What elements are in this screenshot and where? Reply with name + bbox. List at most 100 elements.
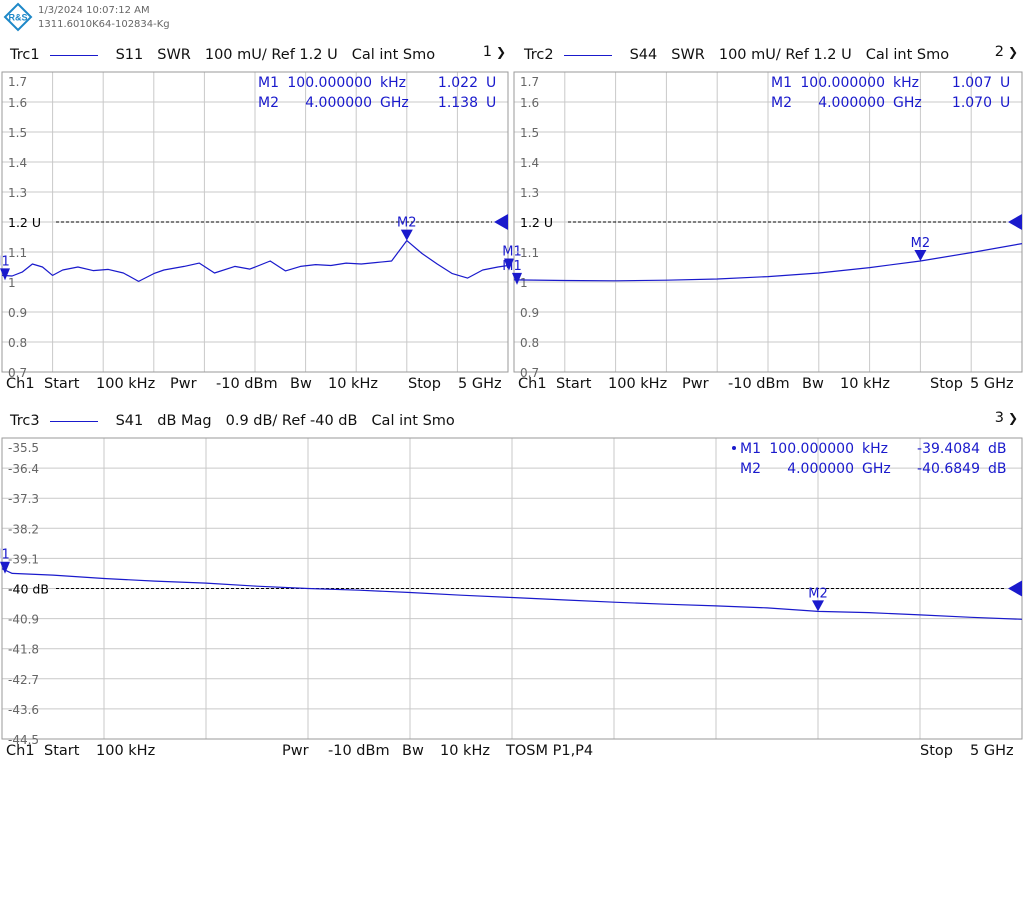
trace-parameter[interactable]: S11 bbox=[115, 47, 144, 63]
marker-readout-name[interactable]: M1 bbox=[740, 441, 761, 457]
marker-m2-label[interactable]: M2 bbox=[911, 236, 931, 251]
marker-readout-unit: U bbox=[486, 75, 496, 91]
marker-readout-frequency[interactable]: 100.000000 bbox=[769, 441, 854, 457]
window-selector[interactable]: 1 ❯ bbox=[483, 44, 506, 60]
marker-m2-label[interactable]: M2 bbox=[397, 216, 417, 231]
marker-readout-name[interactable]: M2 bbox=[740, 461, 761, 477]
marker-readout-frequency[interactable]: 4.000000 bbox=[818, 95, 885, 111]
marker-readout-value[interactable]: 1.022 bbox=[438, 75, 478, 91]
power-value[interactable]: -10 dBm bbox=[328, 743, 390, 759]
start-value[interactable]: 100 kHz bbox=[96, 743, 156, 759]
trace-line-sample bbox=[49, 54, 98, 56]
window-selector[interactable]: 2 ❯ bbox=[995, 44, 1018, 60]
reference-level-arrow-icon[interactable] bbox=[1008, 214, 1022, 230]
marker-m1-icon[interactable] bbox=[512, 272, 522, 285]
marker-readout-value[interactable]: 1.007 bbox=[952, 75, 992, 91]
trace-parameter[interactable]: S44 bbox=[629, 47, 658, 63]
trace-info-bar-2[interactable]: Trc2 S44 SWR 100 mU/ Ref 1.2 U Cal int S… bbox=[524, 44, 1018, 66]
stop-value[interactable]: 5 GHz bbox=[970, 743, 1014, 759]
marker-readout-frequency[interactable]: 4.000000 bbox=[305, 95, 372, 111]
window-selector[interactable]: 3 ❯ bbox=[995, 410, 1018, 426]
marker-m1-edge-icon[interactable] bbox=[504, 258, 514, 271]
trace-name[interactable]: Trc2 bbox=[524, 47, 554, 63]
trace-format[interactable]: SWR bbox=[671, 47, 705, 63]
marker-m2-label[interactable]: M2 bbox=[808, 586, 828, 601]
marker-m1-label[interactable]: M1 bbox=[0, 548, 10, 563]
marker-m1-label[interactable]: M1 bbox=[502, 259, 522, 274]
power-value[interactable]: -10 dBm bbox=[216, 376, 278, 392]
marker-readout-name[interactable]: M1 bbox=[258, 75, 279, 91]
marker-readout-unit: U bbox=[1000, 75, 1010, 91]
trace-scale[interactable]: 100 mU/ Ref 1.2 U bbox=[204, 47, 338, 63]
channel-info-bar-2[interactable]: Ch1 Start 100 kHz Pwr -10 dBm Bw 10 kHz … bbox=[518, 376, 1018, 398]
y-tick-label: 1.7 bbox=[8, 75, 27, 89]
marker-readout-value[interactable]: -39.4084 bbox=[917, 441, 980, 457]
trace-parameter[interactable]: S41 bbox=[115, 413, 144, 429]
trace-line-trc3[interactable] bbox=[1, 568, 1023, 620]
marker-readout-value[interactable]: 1.138 bbox=[438, 95, 478, 111]
bandwidth-value[interactable]: 10 kHz bbox=[440, 743, 490, 759]
trace-name[interactable]: Trc1 bbox=[10, 47, 40, 63]
marker-m2-icon[interactable] bbox=[400, 229, 413, 241]
stop-value[interactable]: 5 GHz bbox=[458, 376, 502, 392]
start-value[interactable]: 100 kHz bbox=[608, 376, 668, 392]
channel-info-bar-3[interactable]: Ch1 Start 100 kHz Pwr -10 dBm Bw 10 kHz … bbox=[6, 743, 1018, 765]
channel-info-bar-1[interactable]: Ch1 Start 100 kHz Pwr -10 dBm Bw 10 kHz … bbox=[6, 376, 506, 398]
marker-readout-name[interactable]: M2 bbox=[771, 95, 792, 111]
trace-line-trc2[interactable] bbox=[513, 243, 1023, 282]
marker-m1-label[interactable]: M1 bbox=[0, 254, 10, 269]
trace-cal-status[interactable]: Cal int Smo bbox=[865, 47, 950, 63]
start-label: Start bbox=[44, 376, 80, 392]
chevron-down-icon[interactable]: ❯ bbox=[495, 45, 506, 59]
bandwidth-value[interactable]: 10 kHz bbox=[328, 376, 378, 392]
power-value[interactable]: -10 dBm bbox=[728, 376, 790, 392]
bandwidth-label: Bw bbox=[802, 376, 824, 392]
stop-value[interactable]: 5 GHz bbox=[970, 376, 1014, 392]
diagram-area-1[interactable]: 1.71.61.51.41.31.2 U1.110.90.80.7M1M2M1M… bbox=[0, 71, 522, 380]
calibration-kit[interactable]: TOSM P1,P4 bbox=[506, 743, 594, 759]
marker-m1-icon[interactable] bbox=[0, 561, 10, 574]
channel-label[interactable]: Ch1 bbox=[6, 743, 35, 759]
marker-readout-frequency[interactable]: 100.000000 bbox=[287, 75, 372, 91]
marker-readout-frequency[interactable]: 100.000000 bbox=[800, 75, 885, 91]
chevron-down-icon[interactable]: ❯ bbox=[1007, 411, 1018, 425]
marker-readout-value[interactable]: 1.070 bbox=[952, 95, 992, 111]
reference-level-arrow-icon[interactable] bbox=[1008, 580, 1022, 597]
marker-readout-name[interactable]: M2 bbox=[258, 95, 279, 111]
diagram-area-2[interactable]: 1.7 1.6 1.5 1.4 1.3 1.2 U 1.1 1 0.9 0.8 0.7 M1 M2 M1 1… bbox=[502, 71, 1023, 380]
marker-m1-edge-label[interactable]: M1 bbox=[502, 245, 522, 260]
chevron-down-icon[interactable]: ❯ bbox=[1007, 45, 1018, 59]
trace-name[interactable]: Trc3 bbox=[10, 413, 40, 429]
reference-level-arrow-icon[interactable] bbox=[494, 214, 508, 230]
marker-readout-name[interactable]: M1 bbox=[771, 75, 792, 91]
y-tick-label: 0.7 bbox=[520, 366, 539, 380]
marker-readout-frequency[interactable]: 4.000000 bbox=[787, 461, 854, 477]
trace-scale[interactable]: 100 mU/ Ref 1.2 U bbox=[718, 47, 852, 63]
trace-cal-status[interactable]: Cal int Smo bbox=[371, 413, 455, 429]
y-tick-label: -35.5 bbox=[8, 441, 39, 455]
start-label: Start bbox=[44, 743, 80, 759]
trace-info-bar-1[interactable]: Trc1 S11 SWR 100 mU/ Ref 1.2 U Cal int S… bbox=[10, 44, 506, 66]
start-value[interactable]: 100 kHz bbox=[96, 376, 156, 392]
trace-info-bar-3[interactable]: Trc3 S41 dB Mag 0.9 dB/ Ref -40 dB Cal i… bbox=[10, 410, 1018, 432]
marker-readout-value[interactable]: -40.6849 bbox=[917, 461, 980, 477]
marker-m2-icon[interactable] bbox=[914, 250, 927, 261]
channel-label[interactable]: Ch1 bbox=[518, 376, 547, 392]
bandwidth-label: Bw bbox=[402, 743, 424, 759]
trace-line-trc1[interactable] bbox=[1, 240, 509, 282]
trace-cal-status[interactable]: Cal int Smo bbox=[351, 47, 436, 63]
trace-scale[interactable]: 0.9 dB/ Ref -40 dB bbox=[225, 413, 358, 429]
channel-label[interactable]: Ch1 bbox=[6, 376, 35, 392]
trace-format[interactable]: dB Mag bbox=[157, 413, 212, 429]
charts-canvas[interactable]: 1.71.61.51.41.31.2 U1.110.90.80.7M1M2M1M… bbox=[0, 0, 1024, 768]
marker-m1-icon[interactable] bbox=[0, 268, 10, 281]
start-label: Start bbox=[556, 376, 592, 392]
y-tick-label: 1.3 bbox=[520, 186, 539, 200]
diagram-area-3[interactable]: -35.5 -36.4 -37.3 -38.2 -39.1 -40 dB -40.9 -41.… bbox=[0, 437, 1023, 747]
instrument-header: R&S 1/3/2024 10:07:12 AM 1311.6010K64-10… bbox=[0, 0, 1024, 40]
marker-readout-unit: U bbox=[486, 95, 496, 111]
marker-m2-icon[interactable] bbox=[812, 600, 824, 612]
y-tick-label: 0.8 bbox=[520, 336, 539, 350]
trace-format[interactable]: SWR bbox=[157, 47, 191, 63]
bandwidth-value[interactable]: 10 kHz bbox=[840, 376, 890, 392]
